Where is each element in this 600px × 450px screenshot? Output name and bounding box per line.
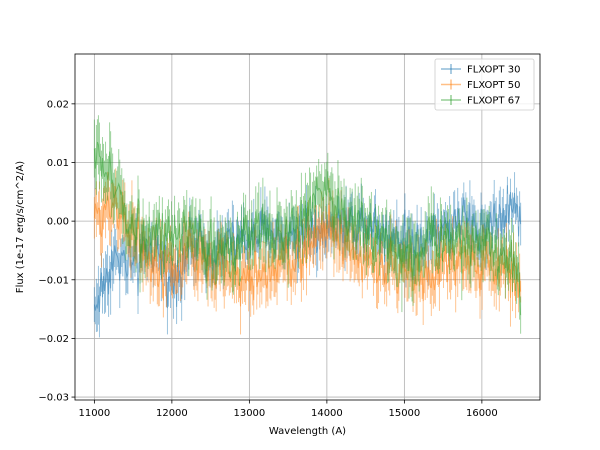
x-tick-label: 13000 xyxy=(233,408,265,419)
legend-label: FLXOPT 30 xyxy=(467,65,520,76)
series-3 xyxy=(93,115,522,334)
y-axis-label: Flux (1e-17 erg/s/cm^2/A) xyxy=(15,161,26,293)
y-tick-label: −0.02 xyxy=(38,334,69,345)
x-tick-label: 11000 xyxy=(78,408,110,419)
legend: FLXOPT 30 FLXOPT 50 FLXOPT 67 xyxy=(434,58,535,111)
series-2 xyxy=(93,168,522,335)
legend-item: FLXOPT 30 xyxy=(441,64,520,76)
legend-label: FLXOPT 67 xyxy=(467,96,520,107)
series-line xyxy=(93,186,522,307)
plot-area xyxy=(93,115,522,338)
ticks-layer: 11000 12000 13000 14000 15000 16000 −0.03 −0.02… xyxy=(38,99,497,419)
y-tick-label: −0.03 xyxy=(38,393,69,404)
legend-box xyxy=(434,58,535,111)
x-tick-label: 16000 xyxy=(466,408,498,419)
axes-frame xyxy=(74,53,541,401)
series-line xyxy=(93,141,522,316)
x-tick-label: 15000 xyxy=(388,408,420,419)
legend-item: FLXOPT 50 xyxy=(441,79,520,91)
x-tick-label: 14000 xyxy=(311,408,343,419)
series-line xyxy=(93,185,522,313)
y-tick-label: 0.02 xyxy=(47,99,69,110)
x-tick-label: 12000 xyxy=(156,408,188,419)
legend-label: FLXOPT 50 xyxy=(467,80,520,91)
legend-item: FLXOPT 67 xyxy=(441,95,520,107)
x-axis-label: Wavelength (A) xyxy=(269,426,346,437)
y-tick-label: 0.01 xyxy=(47,158,69,169)
y-tick-label: −0.01 xyxy=(38,275,69,286)
y-tick-label: 0.00 xyxy=(47,217,69,228)
